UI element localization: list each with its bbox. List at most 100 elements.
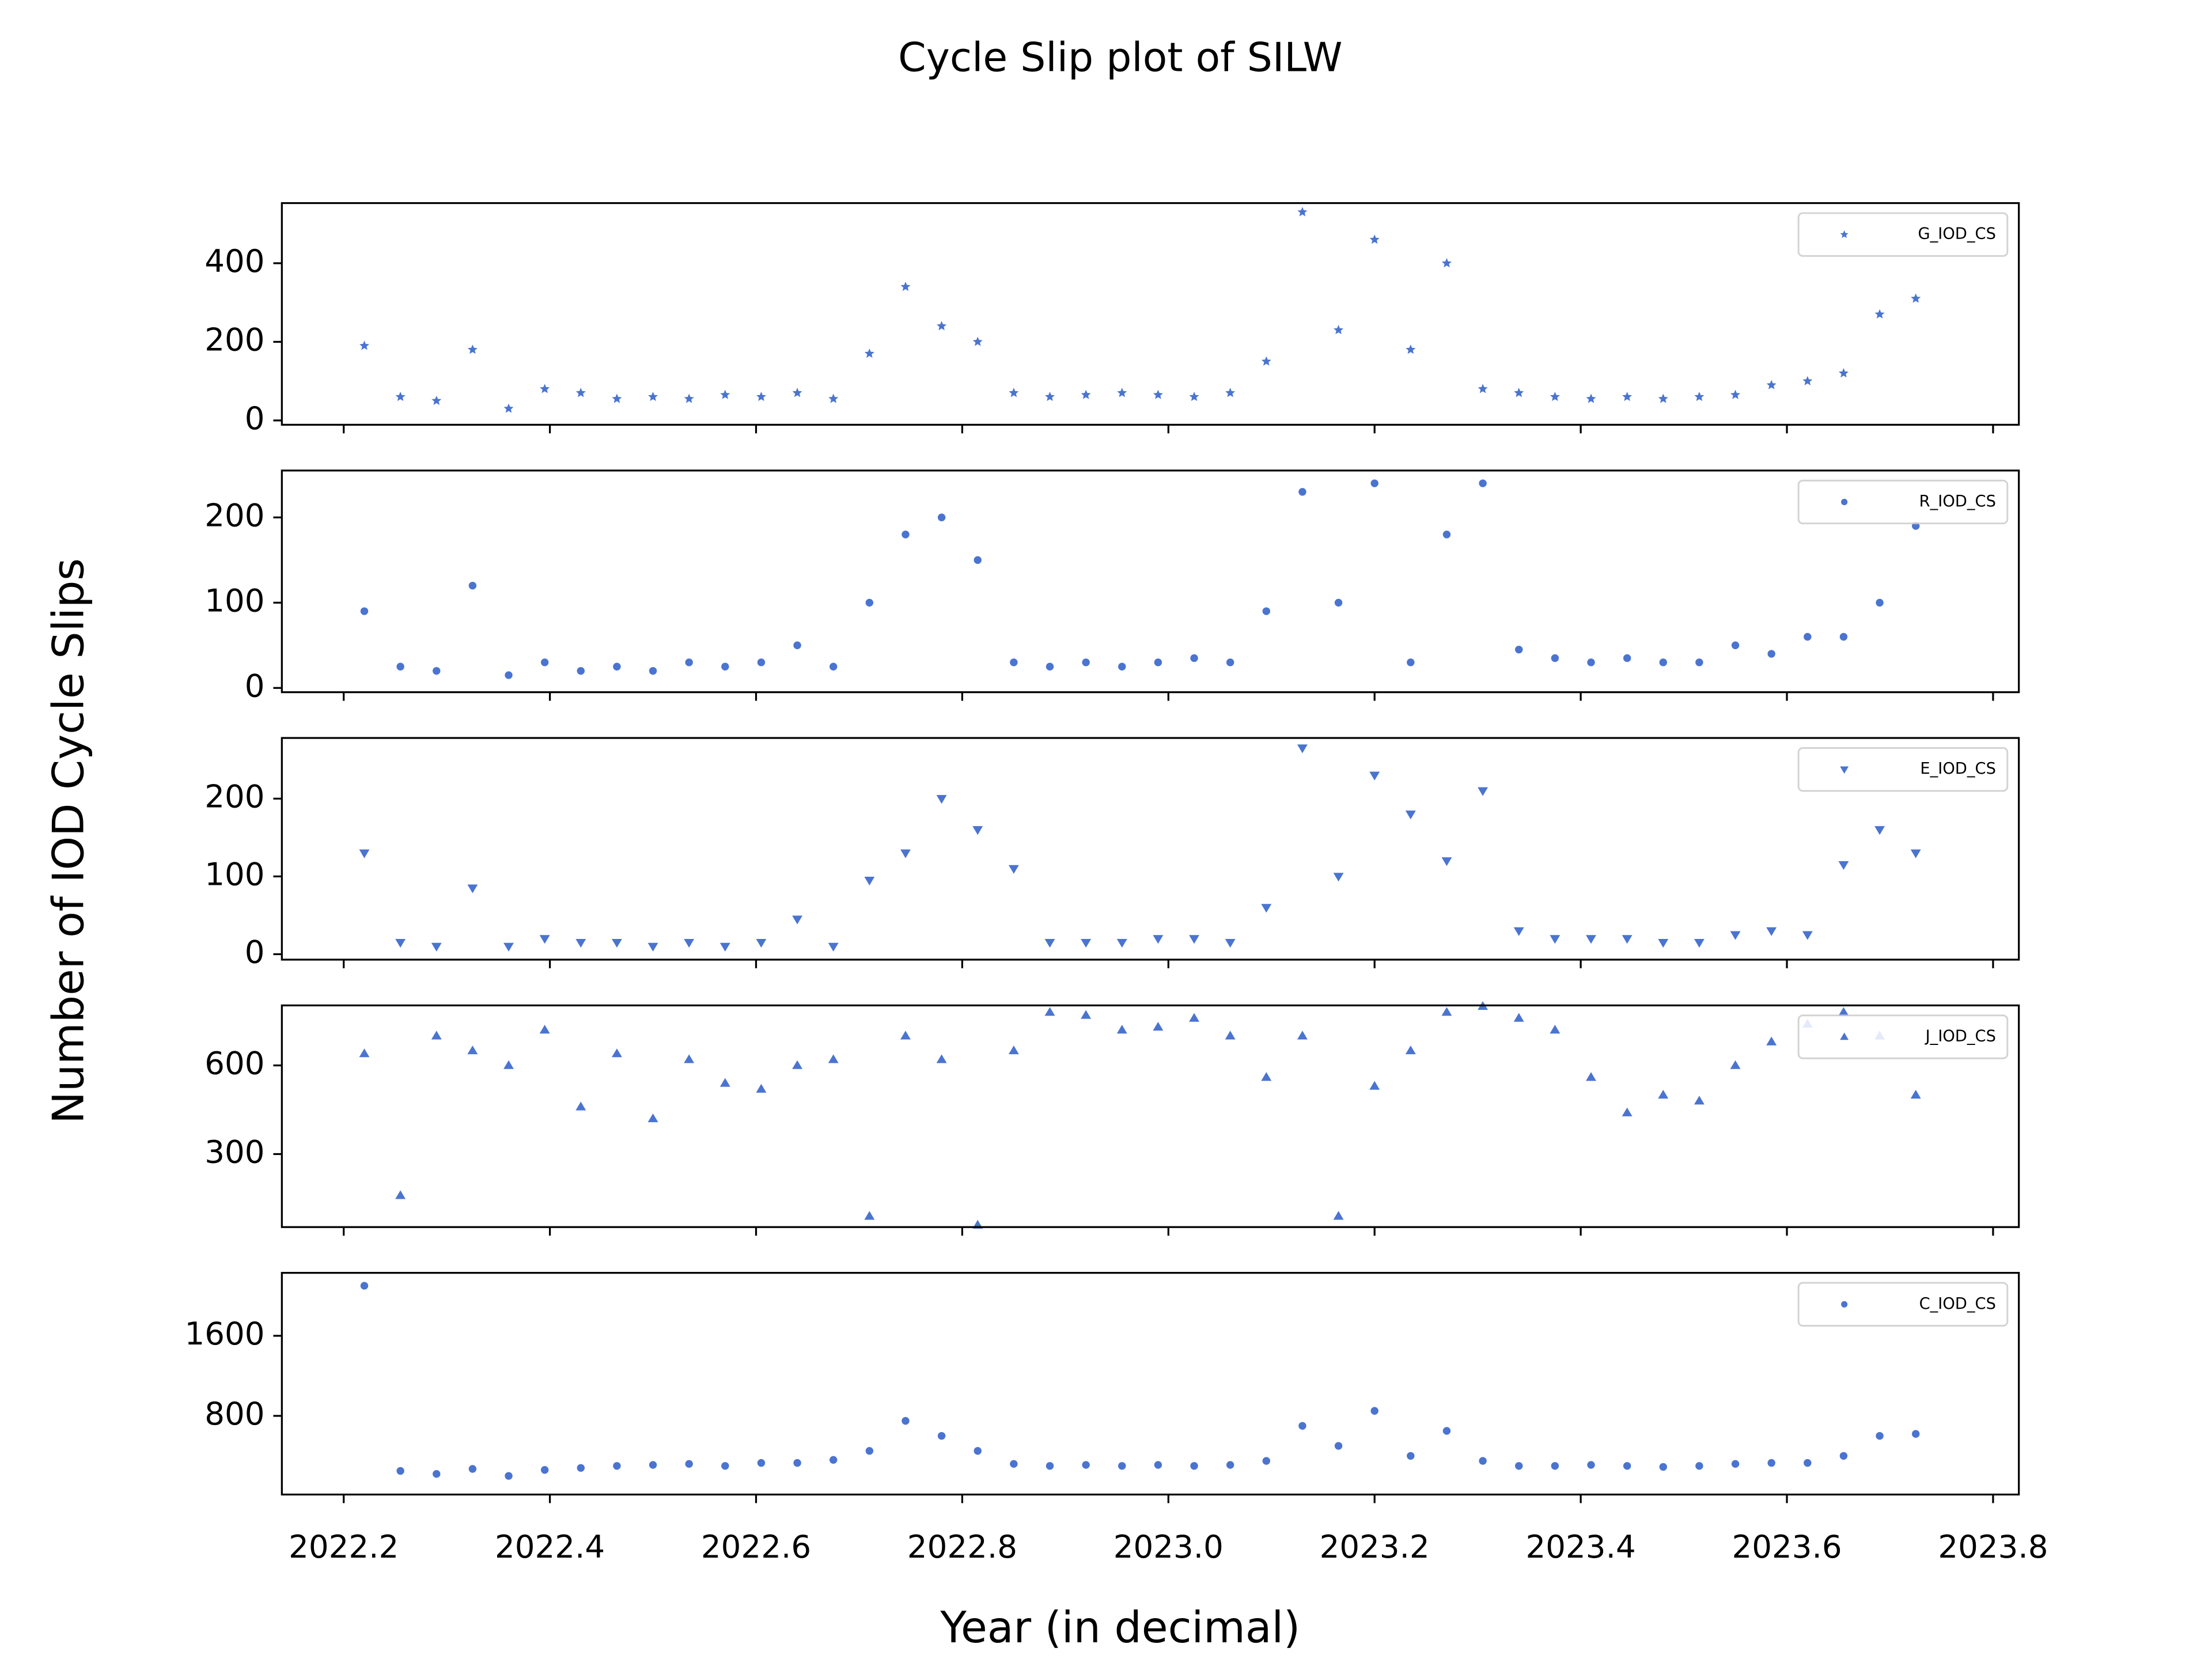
- data-point: [577, 1464, 585, 1472]
- data-point: [1839, 632, 1848, 641]
- x-axis-label: Year (in decimal): [940, 1603, 1300, 1653]
- axes-frame: [281, 469, 2020, 694]
- data-point: [1262, 1457, 1271, 1465]
- data-point: [792, 388, 802, 397]
- data-point: [1044, 1007, 1055, 1016]
- y-tick-label: 1600: [184, 1315, 264, 1352]
- data-point: [1658, 393, 1668, 403]
- legend-label: G_IOD_CS: [1918, 225, 1996, 243]
- data-point: [828, 1054, 839, 1063]
- data-point: [505, 1472, 513, 1480]
- data-point: [1405, 1045, 1416, 1055]
- data-point: [720, 389, 730, 399]
- data-point: [1622, 1107, 1633, 1116]
- axes-frame: [281, 202, 2020, 426]
- data-point: [395, 938, 406, 948]
- data-point: [468, 1465, 477, 1473]
- data-point: [1046, 662, 1054, 671]
- legend-box: [1797, 212, 2009, 257]
- data-point: [503, 1060, 514, 1069]
- data-point: [613, 1462, 621, 1470]
- data-point: [1407, 658, 1415, 666]
- data-point: [1695, 1462, 1703, 1470]
- data-point: [1298, 1422, 1306, 1430]
- data-point: [431, 395, 442, 405]
- data-point: [647, 942, 658, 952]
- data-point: [611, 1048, 622, 1058]
- data-point: [936, 795, 947, 804]
- data-point: [1297, 1031, 1308, 1040]
- data-point: [1586, 1072, 1596, 1081]
- data-point: [1730, 389, 1741, 399]
- data-point: [540, 384, 550, 393]
- data-point: [1515, 645, 1523, 654]
- data-point: [1441, 857, 1452, 866]
- data-point: [360, 607, 369, 615]
- data-point: [900, 281, 911, 291]
- data-point: [830, 662, 838, 671]
- data-point: [1513, 927, 1524, 936]
- legend-marker: [1840, 1032, 1849, 1040]
- data-point: [1478, 787, 1488, 796]
- data-point: [830, 1456, 838, 1464]
- legend-box: [1797, 479, 2009, 525]
- data-point: [467, 1045, 478, 1055]
- data-point: [1876, 1431, 1884, 1440]
- data-point: [721, 1462, 729, 1470]
- data-point: [1082, 658, 1090, 666]
- data-point: [902, 531, 910, 539]
- legend-box: [1797, 1014, 2009, 1059]
- data-point: [1297, 744, 1308, 753]
- data-point: [1225, 388, 1236, 397]
- data-point: [684, 393, 694, 403]
- data-point: [1766, 380, 1777, 389]
- x-tick-label: 2023.6: [1732, 1528, 1842, 1565]
- data-point: [1010, 658, 1018, 666]
- x-tick-label: 2023.2: [1320, 1528, 1430, 1565]
- data-point: [1731, 641, 1740, 649]
- data-point: [1153, 389, 1163, 399]
- data-point: [505, 671, 513, 679]
- data-point: [1154, 658, 1162, 666]
- data-point: [1009, 388, 1019, 397]
- data-point: [1405, 810, 1416, 820]
- data-point: [1804, 632, 1812, 641]
- data-point: [1910, 1089, 1921, 1099]
- data-point: [1658, 938, 1669, 948]
- axes-frame: [281, 1004, 2020, 1228]
- data-point: [648, 392, 658, 402]
- data-point: [864, 876, 875, 886]
- data-point: [1839, 1452, 1848, 1460]
- x-tick-label: 2022.4: [495, 1528, 605, 1565]
- data-point: [1225, 1031, 1236, 1040]
- data-point: [1334, 1442, 1343, 1450]
- data-point: [1586, 393, 1596, 403]
- data-point: [1262, 607, 1271, 615]
- data-point: [1189, 392, 1199, 402]
- legend-box: [1797, 1282, 2009, 1327]
- data-point: [1658, 1089, 1669, 1099]
- data-point: [1189, 1013, 1199, 1022]
- data-point: [1442, 531, 1451, 539]
- data-point: [1551, 654, 1559, 662]
- legend-marker: [1841, 1301, 1848, 1308]
- data-point: [575, 1101, 586, 1111]
- data-point: [396, 662, 404, 671]
- data-point: [974, 556, 982, 564]
- data-point: [684, 1054, 695, 1063]
- data-point: [864, 348, 874, 358]
- data-point: [756, 1084, 767, 1093]
- data-point: [1407, 1452, 1415, 1460]
- data-point: [1838, 861, 1849, 870]
- data-point: [1730, 1060, 1741, 1069]
- data-point: [467, 344, 478, 354]
- data-point: [1586, 935, 1596, 944]
- data-point: [1550, 1025, 1560, 1034]
- data-point: [1225, 938, 1236, 948]
- data-point: [1767, 650, 1775, 658]
- x-tick-label: 2023.8: [1938, 1528, 2048, 1565]
- data-point: [1910, 849, 1921, 858]
- data-point: [539, 935, 550, 944]
- data-point: [902, 1416, 910, 1425]
- data-point: [1261, 1072, 1272, 1081]
